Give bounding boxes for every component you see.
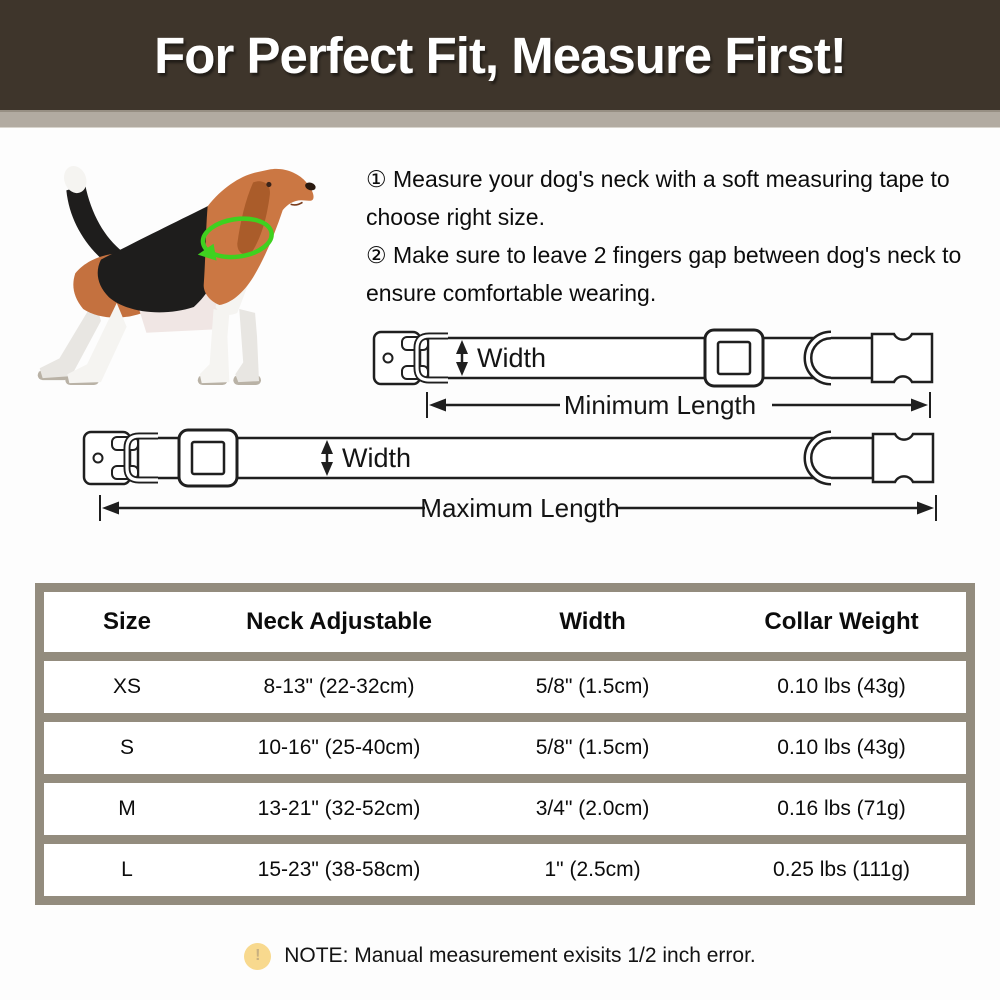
cell-size: S [119,736,134,759]
cell-neck: 15-23" (38-58cm) [257,858,421,881]
arrow-right-icon [911,398,928,412]
cell-width: 3/4" (2.0cm) [535,797,650,820]
table-row: M 13-21" (32-52cm) 3/4" (2.0cm) 0.16 lbs… [44,783,966,835]
side-release-buckle-icon [871,432,935,484]
width-label: Width [342,443,411,473]
header-divider [0,110,1000,128]
footer-note: ! NOTE: Manual measurement exisits 1/2 i… [0,934,1000,978]
collar-strap [136,436,875,480]
col-header-size: Size [102,608,151,635]
dog-front-leg-far [235,308,260,383]
cell-size: XS [112,675,141,698]
table-row: S 10-16" (25-40cm) 5/8" (1.5cm) 0.10 lbs… [44,722,966,774]
cell-neck: 8-13" (22-32cm) [263,675,415,698]
dog-eye [266,181,272,188]
cell-size: M [118,797,136,820]
cell-size: L [121,858,133,881]
dog-rear-leg-near [67,303,127,384]
cell-width: 5/8" (1.5cm) [535,736,650,759]
dog-tail [66,184,123,264]
cell-weight: 0.10 lbs (43g) [777,736,906,759]
instruction-line: ensure comfortable wearing. [366,280,657,306]
arrow-right-icon [917,501,934,515]
size-table: Size Neck Adjustable Width Collar Weight… [35,583,975,905]
measuring-ring-icon [200,216,274,260]
table-header-row: Size Neck Adjustable Width Collar Weight [44,592,966,652]
arrow-left-icon [429,398,446,412]
dog-illustration [10,143,346,390]
collar-measurement-diagram: Width Minimum Length [82,328,937,523]
dog-rear-leg-far [39,299,101,379]
side-release-buckle-icon [870,332,934,384]
col-header-width: Width [559,608,626,635]
buckle-hole-icon [382,352,394,364]
dog-mouth [290,201,303,206]
instruction-line: ① Measure your dog's neck with a soft me… [366,166,950,192]
instruction-line: choose right size. [366,204,545,230]
header-banner: For Perfect Fit, Measure First! [0,0,1000,110]
dog-tail-tip [63,166,87,194]
cell-weight: 0.16 lbs (71g) [777,797,906,820]
instruction-line: ② Make sure to leave 2 fingers gap betwe… [366,242,962,268]
width-label: Width [477,343,546,373]
page-title: For Perfect Fit, Measure First! [154,26,847,84]
collar-diagram-min [372,328,934,418]
warning-icon: ! [244,942,272,970]
col-header-neck: Neck Adjustable [246,608,432,635]
col-header-weight: Collar Weight [764,608,919,635]
cell-width: 5/8" (1.5cm) [535,675,650,698]
cell-width: 1" (2.5cm) [544,858,641,881]
cell-neck: 13-21" (32-52cm) [257,797,421,820]
note-text: NOTE: Manual measurement exisits 1/2 inc… [284,944,756,967]
measuring-ring-arrow-icon [197,243,217,261]
dog-front-leg-near [199,308,230,384]
instructions-block: ① Measure your dog's neck with a soft me… [366,160,986,312]
cell-weight: 0.25 lbs (111g) [773,858,910,881]
collar-diagram-max [82,428,937,521]
cell-weight: 0.10 lbs (43g) [777,675,906,698]
arrow-left-icon [102,501,119,515]
dog-nose [305,182,316,191]
table-row: XS 8-13" (22-32cm) 5/8" (1.5cm) 0.10 lbs… [44,661,966,713]
min-length-label: Minimum Length [564,390,756,420]
buckle-hole-icon [92,452,104,464]
max-length-label: Maximum Length [420,493,619,523]
table-row: L 15-23" (38-58cm) 1" (2.5cm) 0.25 lbs (… [44,844,966,896]
dog-saddle [97,200,232,313]
beagle-dog-icon [37,166,316,386]
cell-neck: 10-16" (25-40cm) [257,736,421,759]
